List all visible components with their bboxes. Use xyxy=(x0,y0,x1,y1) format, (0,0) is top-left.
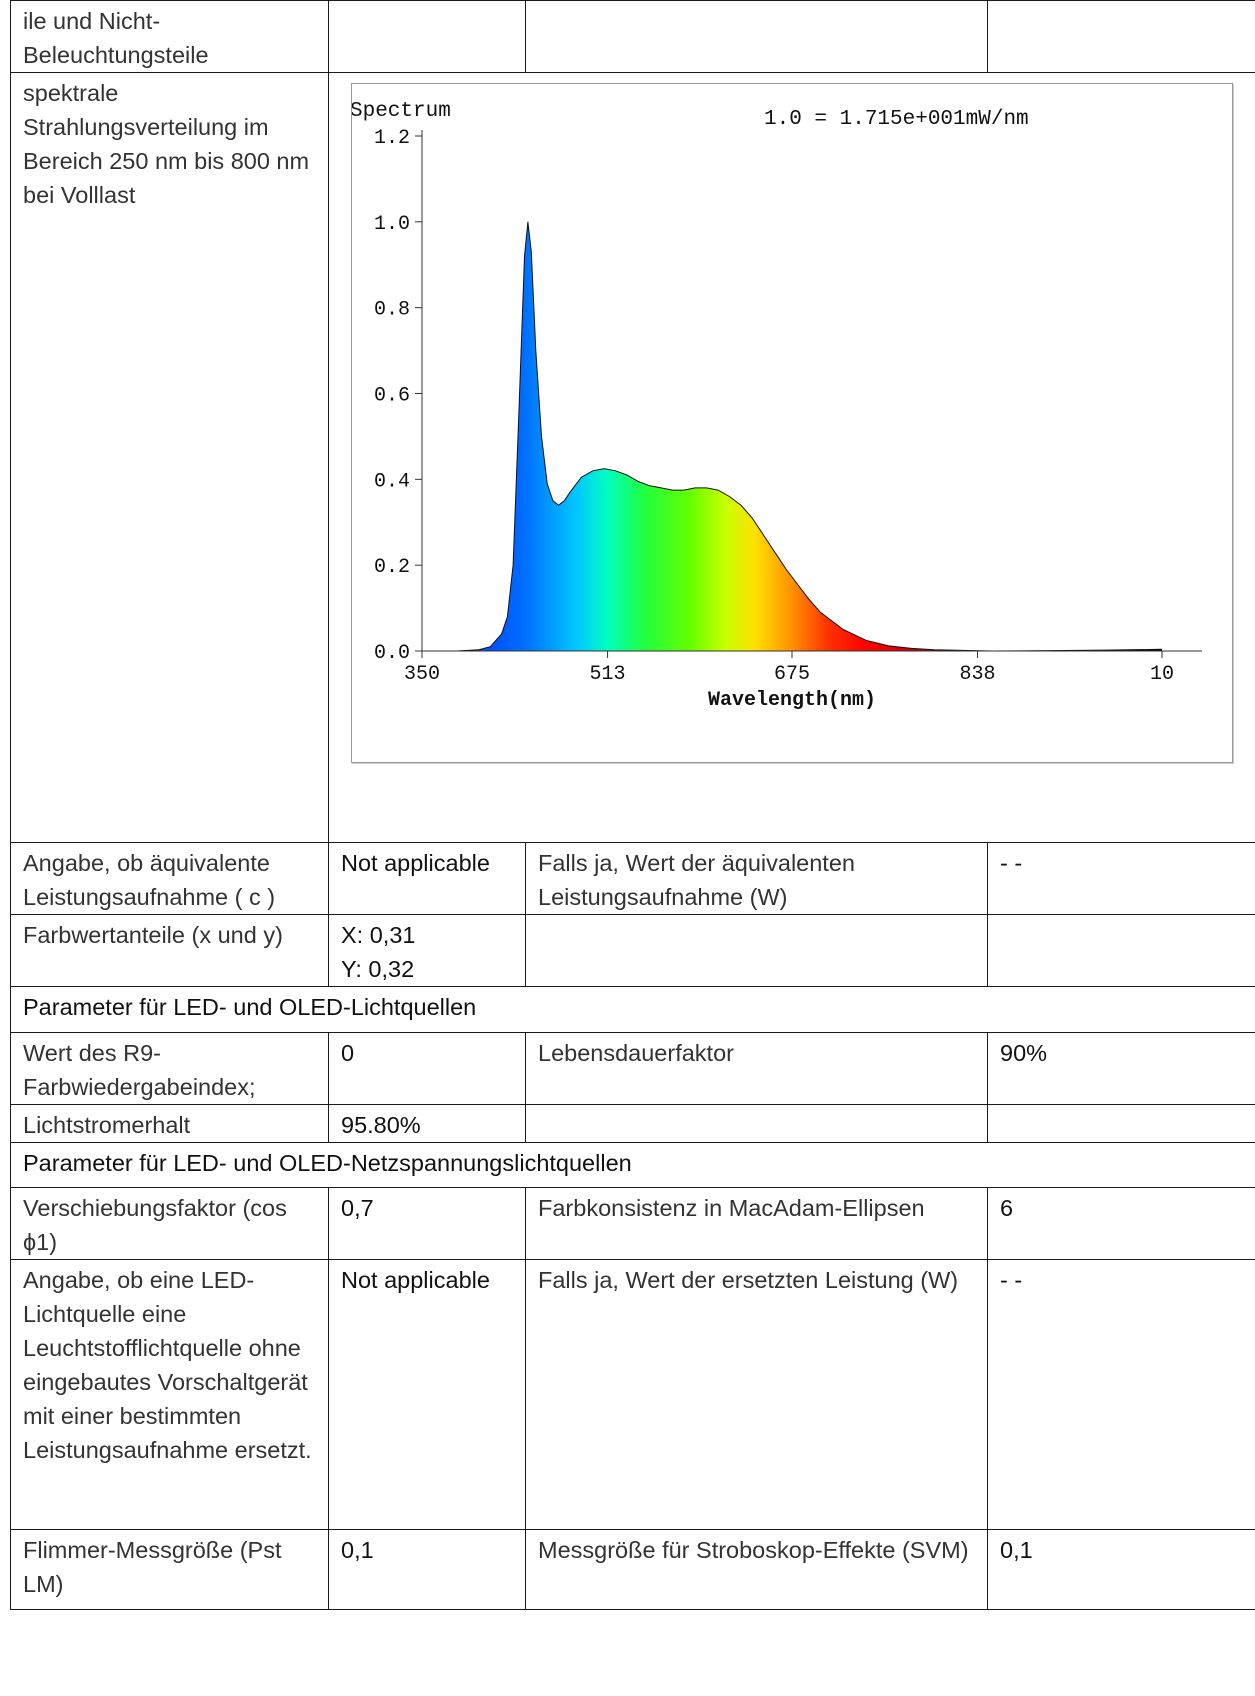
table-row: spektrale Strahlungsverteilung im Bereic… xyxy=(10,72,1255,843)
row-value-2 xyxy=(987,914,1255,987)
row-label: spektrale Strahlungsverteilung im Bereic… xyxy=(10,72,329,843)
x-tick-label: 10 xyxy=(1150,663,1174,686)
chart-annotation: 1.0 = 1.715e+001mW/nm xyxy=(764,108,1029,131)
color-x-value: X: 0,31 xyxy=(341,922,416,948)
x-tick-label: 675 xyxy=(774,663,810,686)
x-tick-label: 513 xyxy=(590,663,626,686)
y-tick-label: 1.0 xyxy=(374,213,410,236)
row-value-2: - - xyxy=(987,1259,1255,1530)
product-data-table: ile und Nicht- Beleuchtungsteile spektra… xyxy=(10,0,1255,1610)
row-label: Wert des R9-Farbwiedergabeindex; xyxy=(10,1032,329,1105)
section-row: Parameter für LED- und OLED-Lichtquellen xyxy=(10,986,1255,1033)
y-tick-label: 0.2 xyxy=(374,556,410,579)
row-value: X: 0,31 Y: 0,32 xyxy=(328,914,526,987)
spectrum-chart-frame: 0.0 0.2 0.4 0.6 0.8 1.0 1.2 350 513 675 838 10 Spec… xyxy=(350,83,1233,763)
table-row: Farbwertanteile (x und y) X: 0,31 Y: 0,32 xyxy=(10,914,1255,987)
row-value-2 xyxy=(987,1104,1255,1143)
row-label: Lichtstromerhalt xyxy=(10,1104,329,1143)
row-value-2: - - xyxy=(987,842,1255,915)
row-label-2: Lebensdauerfaktor xyxy=(525,1032,988,1105)
table-row: Lichtstromerhalt 95.80% xyxy=(10,1104,1255,1143)
spectrum-area xyxy=(422,221,1162,652)
section-row: Parameter für LED- und OLED-Netzspannung… xyxy=(10,1142,1255,1188)
row-value: 0 xyxy=(328,1032,526,1105)
row-value-2: 6 xyxy=(987,1187,1255,1260)
row-value: 0,1 xyxy=(328,1529,526,1610)
y-tick-label: 1.2 xyxy=(374,127,410,150)
row-label-2 xyxy=(525,914,988,987)
spectrum-chart-cell: 0.0 0.2 0.4 0.6 0.8 1.0 1.2 350 513 675 838 10 Spec… xyxy=(328,72,1255,843)
table-row: Flimmer-Messgröße (Pst LM) 0,1 Messgröße… xyxy=(10,1529,1255,1610)
row-value-2: 90% xyxy=(987,1032,1255,1105)
row-value: 0,7 xyxy=(328,1187,526,1260)
y-tick-label: 0.0 xyxy=(374,642,410,665)
table-row: ile und Nicht- Beleuchtungsteile xyxy=(10,0,1255,73)
section-heading: Parameter für LED- und OLED-Lichtquellen xyxy=(10,986,1255,1033)
row-label: ile und Nicht- Beleuchtungsteile xyxy=(10,0,329,73)
row-value: Not applicable xyxy=(328,842,526,915)
y-tick-label: 0.8 xyxy=(374,299,410,322)
row-value-2 xyxy=(987,0,1255,73)
row-label-2: Farbkonsistenz in MacAdam-Ellipsen xyxy=(525,1187,988,1260)
row-label-2: Falls ja, Wert der ersetzten Leistung (W… xyxy=(525,1259,988,1530)
table-row: Angabe, ob eine LED-Lichtquelle eine Leu… xyxy=(10,1259,1255,1530)
row-label: Angabe, ob eine LED-Lichtquelle eine Leu… xyxy=(10,1259,329,1530)
row-label-2 xyxy=(525,0,988,73)
row-label: Verschiebungsfaktor (cos ϕ1) xyxy=(10,1187,329,1260)
x-tick-label: 350 xyxy=(404,663,440,686)
table-row: Angabe, ob äquivalente Leistungsaufnahme… xyxy=(10,842,1255,915)
row-label: Farbwertanteile (x und y) xyxy=(10,914,329,987)
row-value xyxy=(328,0,526,73)
spectrum-chart: 0.0 0.2 0.4 0.6 0.8 1.0 1.2 350 513 675 838 10 Spec… xyxy=(350,100,1202,712)
y-tick-label: 0.6 xyxy=(374,385,410,408)
spectrum-baseline-line xyxy=(422,221,1163,652)
y-tick-label: 0.4 xyxy=(374,470,410,493)
section-heading: Parameter für LED- und OLED-Netzspannung… xyxy=(10,1142,1255,1188)
x-tick-label: 838 xyxy=(960,663,996,686)
row-value: Not applicable xyxy=(328,1259,526,1530)
row-label-2 xyxy=(525,1104,988,1143)
row-label-2: Messgröße für Stroboskop-Effekte (SVM) xyxy=(525,1529,988,1610)
table-row: Wert des R9-Farbwiedergabeindex; 0 Leben… xyxy=(10,1032,1255,1105)
row-label: Flimmer-Messgröße (Pst LM) xyxy=(10,1529,329,1610)
row-label-2: Falls ja, Wert der äquivalenten Leistung… xyxy=(525,842,988,915)
x-axis-label: Wavelength(nm) xyxy=(708,689,876,712)
table-row: Verschiebungsfaktor (cos ϕ1) 0,7 Farbkon… xyxy=(10,1187,1255,1260)
color-y-value: Y: 0,32 xyxy=(341,956,415,982)
chart-title: Spectrum xyxy=(352,100,451,123)
row-value-2: 0,1 xyxy=(987,1529,1255,1610)
row-label: Angabe, ob äquivalente Leistungsaufnahme… xyxy=(10,842,329,915)
row-value: 95.80% xyxy=(328,1104,526,1143)
